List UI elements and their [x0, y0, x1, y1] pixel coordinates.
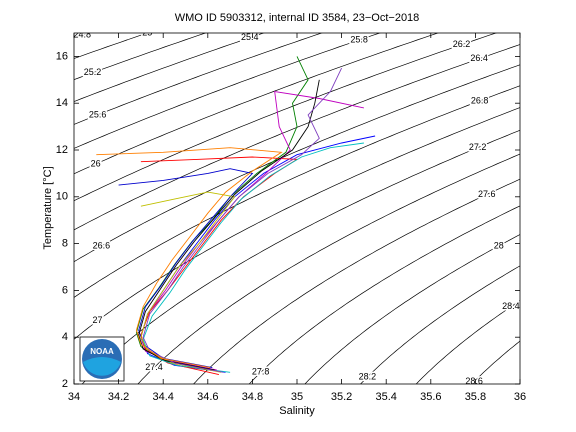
isopycnal [74, 33, 323, 125]
isopycnal-label: 27.4 [145, 362, 163, 372]
x-tick-label: 34.6 [197, 391, 218, 403]
isopycnal [74, 33, 265, 102]
x-tick-label: 35.4 [375, 391, 396, 403]
x-tick-label: 36 [514, 391, 526, 403]
y-tick-label: 8 [62, 238, 68, 250]
isopycnal-label: 26.4 [470, 53, 488, 63]
isopycnal-label: 25.2 [84, 67, 102, 77]
x-tick-label: 34.8 [242, 391, 263, 403]
y-tick-label: 10 [56, 191, 68, 203]
isopycnal-label: 28.6 [465, 376, 483, 386]
isopycnal [74, 33, 498, 202]
isopycnal-label: 25.4 [241, 32, 259, 42]
x-tick-label: 34.4 [152, 391, 173, 403]
isopycnal-label: 25.8 [350, 34, 368, 44]
isopycnal [74, 107, 520, 340]
isopycnal-label: 27.8 [252, 367, 270, 377]
y-tick-label: 4 [62, 331, 68, 343]
isopycnal-label: 27.2 [469, 142, 487, 152]
y-tick-label: 14 [56, 97, 68, 109]
x-tick-label: 34.2 [108, 391, 129, 403]
noaa-logo: NOAA [79, 336, 125, 382]
isopycnal-label: 28.2 [359, 371, 377, 381]
isopycnal [74, 44, 520, 231]
y-tick-label: 16 [56, 50, 68, 62]
isopycnal-label: 26.8 [471, 95, 489, 105]
profile-line [140, 90, 364, 371]
isopycnal [360, 265, 520, 384]
profile-line [142, 67, 343, 373]
x-axis-label: Salinity [279, 405, 315, 417]
x-tick-label: 35 [291, 391, 303, 403]
isopycnal [74, 33, 439, 175]
isopycnal-label: 25 [142, 27, 152, 37]
y-axis-label: Temperature [°C] [42, 166, 54, 249]
contour-group: 24.8 25 25.2 25.4 25.6 25.8 26 26.2 26.4 26.6 26.8… [74, 27, 520, 386]
isopycnal-label: 26 [91, 158, 101, 168]
y-tick-label: 12 [56, 144, 68, 156]
profile-group [96, 56, 376, 376]
isopycnal-label: 28.4 [502, 301, 520, 311]
y-tick-label: 2 [62, 378, 68, 390]
isopycnal [74, 64, 520, 263]
isopycnal-label: 24.8 [74, 30, 92, 40]
chart-title: WMO ID 5903312, internal ID 3584, 23−Oct… [175, 12, 420, 24]
isopycnal [74, 33, 381, 149]
isopycnal [248, 205, 520, 384]
logo-wave [83, 357, 121, 376]
isopycnal [415, 300, 520, 384]
plot-area [74, 33, 520, 384]
isopycnal [304, 234, 520, 384]
profile-line [96, 147, 283, 369]
tick-group: 34 34.2 34.4 34.6 34.8 35 35.2 35.4 35.6 35.8 3624… [56, 33, 526, 403]
profile-line [142, 142, 364, 373]
isopycnal-label: 27.6 [478, 189, 496, 199]
isopycnal-label: 28 [494, 240, 504, 250]
isopycnal-label: 27 [92, 315, 102, 325]
x-tick-label: 35.8 [465, 391, 486, 403]
isopycnal [193, 178, 520, 384]
isopycnal-label: 26.2 [453, 39, 471, 49]
x-tick-label: 35.6 [420, 391, 441, 403]
isopycnal [137, 153, 520, 384]
logo-text: NOAA [90, 347, 114, 356]
isopycnal-label: 25.6 [89, 109, 107, 119]
x-tick-label: 34 [68, 391, 80, 403]
y-tick-label: 6 [62, 284, 68, 296]
isopycnal-label: 26.6 [93, 240, 111, 250]
profile-line [135, 56, 309, 371]
x-tick-label: 35.2 [331, 391, 352, 403]
